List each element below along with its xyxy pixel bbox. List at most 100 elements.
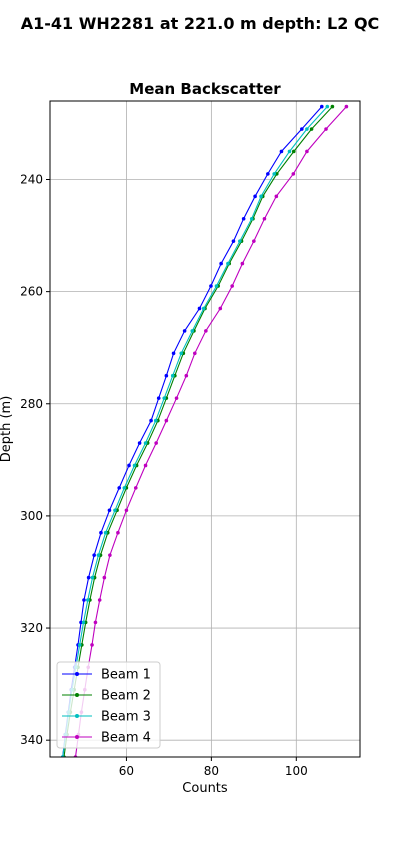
series-line [74,106,347,757]
data-point [305,149,309,154]
data-point [240,261,245,266]
data-point [174,396,179,400]
data-point [81,620,86,625]
legend-marker [75,693,79,697]
data-point [137,441,142,445]
data-point [143,463,148,468]
data-point [97,598,102,602]
legend-label: Beam 4 [101,731,151,746]
legend-label: Beam 2 [101,689,151,704]
legend-marker [75,672,79,676]
data-point [305,127,309,131]
plot-frame [49,100,361,758]
data-point [287,149,292,154]
data-point [300,127,304,131]
series-line [62,106,328,757]
series-beam-2 [62,104,335,757]
data-point [182,329,187,333]
x-tick-label: 60 [119,764,134,778]
data-point [344,104,349,109]
data-point [190,329,195,333]
data-point [107,508,112,513]
legend: Beam 1 Beam 2 Beam 3 Beam 4 [56,661,161,749]
figure-suptitle: A1-41 WH2281 at 221.0 m depth: L2 QC [20,14,380,33]
data-point [127,463,131,468]
data-point [86,575,91,580]
data-point [179,351,184,356]
data-point [154,441,158,445]
data-point [249,216,254,221]
data-point [253,194,257,199]
y-tick-label: 240 [20,172,43,186]
data-point [93,620,98,625]
data-point [124,508,129,513]
axis-ticks: 60 80 100 240 260 280 300 320 340 [20,172,308,778]
data-point [274,194,279,199]
legend-label: Beam 3 [101,710,151,725]
data-point [319,104,324,109]
data-point [170,373,175,378]
data-point [262,216,267,221]
data-point [231,239,236,243]
data-point [230,284,234,288]
series-line [62,106,323,757]
legend-marker [75,714,79,718]
data-point [99,530,103,535]
data-point [184,373,189,378]
data-point [274,172,279,176]
legend-label: Beam 1 [101,668,151,683]
data-point [324,127,328,131]
series-line [63,106,333,757]
data-point [77,643,82,647]
series-beam-1 [60,104,324,757]
data-point [108,553,112,557]
data-point [117,486,122,490]
series-beam-3 [60,104,330,757]
y-axis-label: Depth (m) [0,396,14,463]
x-axis-label: Counts [182,781,228,796]
y-tick-label: 280 [20,397,43,411]
x-tick-label: 80 [204,764,219,778]
data-point [279,149,284,154]
data-point [201,306,206,311]
data-point [164,373,169,378]
series-beam-4 [73,104,349,757]
data-point [102,575,107,580]
data-point [85,598,90,602]
data-point [92,553,96,557]
data-point [90,575,95,580]
data-point [197,306,202,311]
data-point [266,172,270,176]
data-point [79,620,83,625]
data-point [259,194,263,199]
data-point [214,284,219,288]
data-point [252,239,256,243]
data-point [153,418,158,423]
data-point [132,463,137,468]
y-tick-label: 320 [20,621,43,635]
data-point [133,486,138,490]
grid-lines [50,101,360,757]
series-layer [60,104,349,757]
data-point [171,351,176,356]
y-tick-label: 340 [20,733,43,747]
chart-title: Mean Backscatter [129,80,281,98]
y-tick-label: 260 [20,285,43,299]
data-point [204,329,208,333]
data-point [241,216,246,221]
data-point [164,418,169,423]
data-point [90,643,94,647]
data-point [156,396,161,400]
data-point [309,127,314,131]
data-point [330,104,335,109]
data-point [149,418,153,423]
data-point [272,172,277,176]
data-point [96,553,101,557]
data-point [226,261,230,266]
legend-marker [75,735,79,739]
data-point [116,530,120,535]
data-point [218,306,223,311]
data-point [103,530,108,535]
data-point [209,284,213,288]
data-point [82,598,86,602]
